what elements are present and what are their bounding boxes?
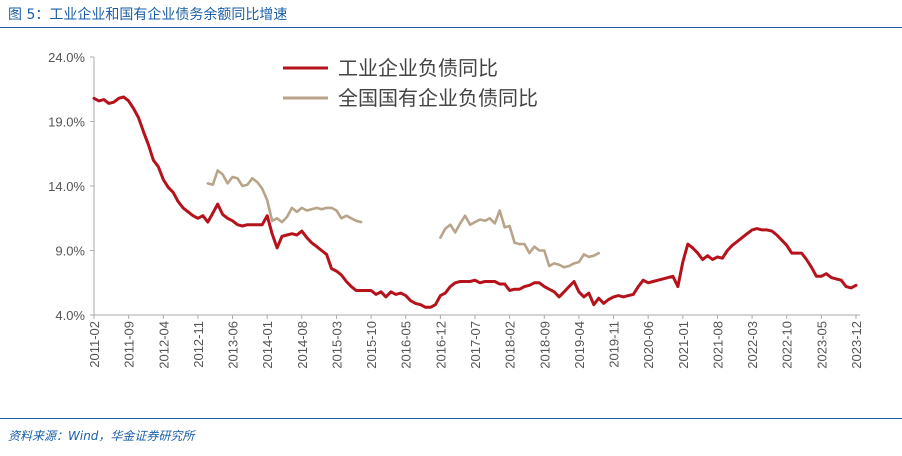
x-tick-label: 2013-06 [226,321,241,369]
x-tick-label: 2021-08 [710,321,725,369]
x-tick-label: 2014-08 [295,321,310,369]
series-line-soe [439,209,600,269]
x-tick-label: 2014-01 [260,321,275,369]
x-tick-label: 2016-12 [433,321,448,369]
x-tick-label: 2016-05 [399,321,414,369]
x-axis-ticks: 2011-02 2011-09 2012-04 2012-11 2013-06 2014-… [87,315,864,369]
x-tick-label: 2012-04 [156,321,171,369]
x-tick-label: 2022-03 [745,321,760,369]
x-tick-label: 2019-04 [572,321,587,369]
x-tick-label: 2023-12 [849,321,864,369]
x-tick-label: 2015-03 [329,321,344,369]
x-tick-label: 2018-09 [537,321,552,369]
title-divider [0,27,902,28]
x-tick-label: 2017-07 [468,321,483,369]
source-divider [0,418,902,419]
series-lines [92,95,858,309]
x-tick-label: 2019-11 [607,321,622,368]
source-note: 资料来源：Wind，华金证券研究所 [8,429,195,443]
x-tick-label: 2012-11 [191,321,206,368]
line-chart: 4.0%9.0%14.0%19.0%24.0% 2011-02 2011-09 20… [48,50,864,369]
x-tick-label: 2011-09 [122,321,137,368]
series-line-soe [206,169,363,224]
x-tick-label: 2020-06 [641,321,656,369]
x-tick-label: 2018-02 [503,321,518,369]
x-tick-label: 2011-02 [87,321,102,368]
y-tick-label: 9.0% [55,244,85,259]
legend-label-soe: 全国国有企业负债同比 [338,86,538,110]
legend-label-industrial: 工业企业负债同比 [338,56,498,80]
y-tick-label: 4.0% [55,308,85,323]
series-line-industrial [92,95,858,309]
x-tick-label: 2021-01 [676,321,691,369]
figure-title: 图 5：工业企业和国有企业债务余额同比增速 [8,7,288,23]
y-tick-label: 19.0% [48,115,85,130]
y-tick-label: 14.0% [48,179,85,194]
y-axis-ticks: 4.0% 9.0% 14.0% 19.0% 24.0% [48,50,94,323]
x-tick-label: 2015-10 [364,321,379,369]
chart-legend: 工业企业负债同比 全国国有企业负债同比 [283,56,538,110]
x-tick-label: 2022-10 [780,321,795,369]
y-tick-label: 24.0% [48,50,85,65]
x-tick-label: 2023-05 [814,321,829,369]
